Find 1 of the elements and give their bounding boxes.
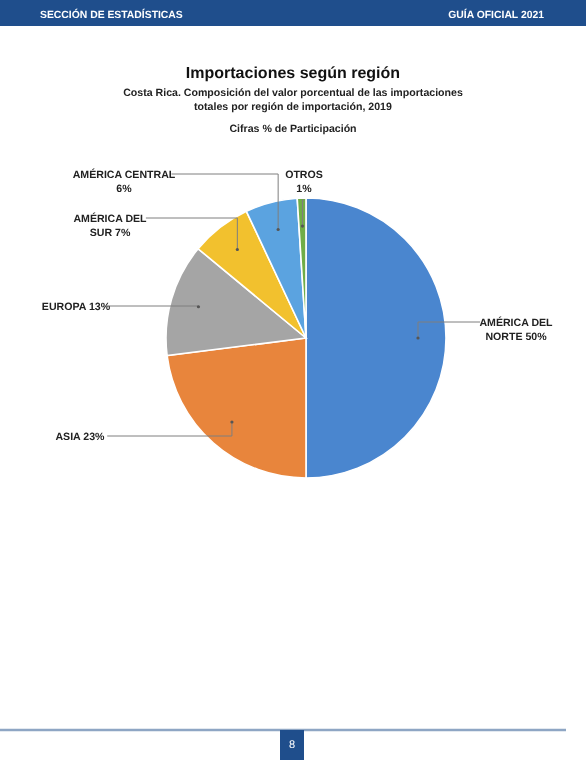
chart-title: Importaciones según región: [185, 64, 401, 82]
